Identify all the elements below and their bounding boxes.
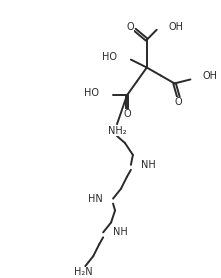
Text: O: O [126,22,134,32]
Text: O: O [123,109,131,119]
Text: NH: NH [113,227,128,237]
Text: NH: NH [141,160,156,170]
Text: OH: OH [202,71,217,81]
Text: HO: HO [84,88,99,98]
Text: HO: HO [102,52,117,62]
Text: OH: OH [169,22,184,32]
Text: O: O [175,97,182,107]
Text: HN: HN [88,193,103,203]
Text: NH₂: NH₂ [108,126,126,136]
Text: H₂N: H₂N [74,267,93,277]
